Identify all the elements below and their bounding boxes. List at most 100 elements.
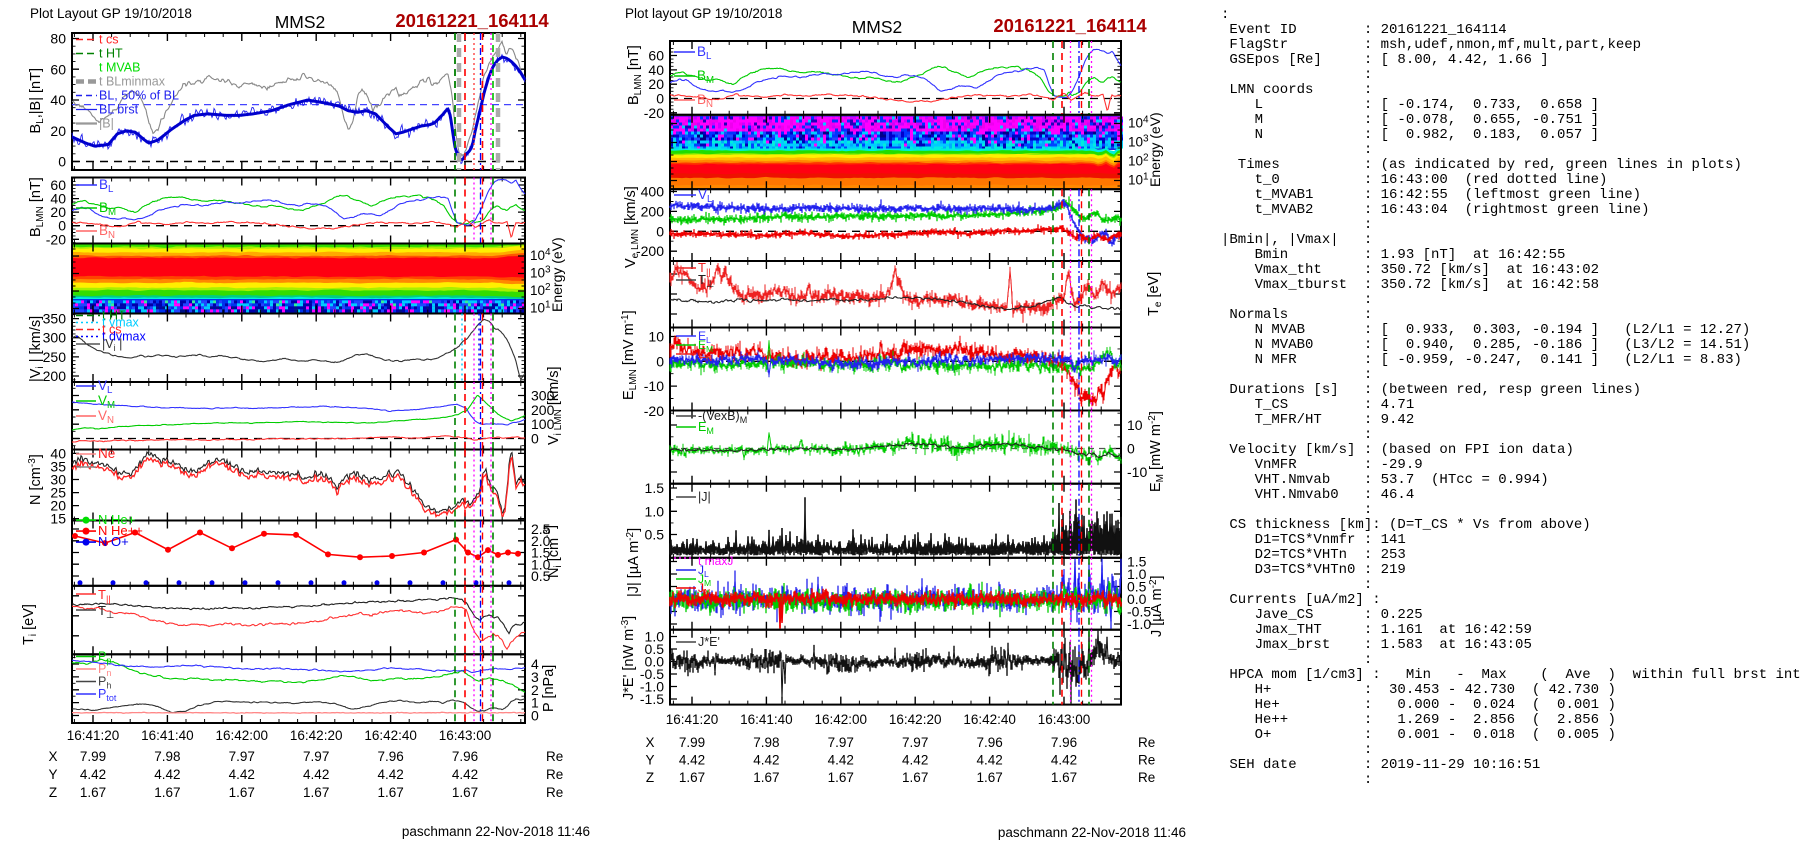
svg-text:60: 60 xyxy=(648,48,664,64)
svg-text:BL: BL xyxy=(697,44,712,62)
svg-text:EN: EN xyxy=(698,347,712,363)
svg-text:BL, 50% of BL: BL, 50% of BL xyxy=(99,89,179,103)
svg-text:-1.0: -1.0 xyxy=(640,679,664,695)
svg-text:X: X xyxy=(645,735,654,750)
svg-text:350: 350 xyxy=(43,311,67,327)
svg-text:-200: -200 xyxy=(636,243,664,259)
svg-text:1.67: 1.67 xyxy=(154,785,180,800)
svg-text:7.97: 7.97 xyxy=(229,749,255,764)
svg-text:0.5: 0.5 xyxy=(531,568,551,584)
svg-text:EL: EL xyxy=(698,329,711,345)
svg-text:4.42: 4.42 xyxy=(902,753,928,768)
svg-text:102: 102 xyxy=(1128,153,1149,169)
svg-text:BM: BM xyxy=(697,68,714,86)
svg-text:Pp: Pp xyxy=(98,650,111,666)
svg-text:P [nPa]: P [nPa] xyxy=(541,665,557,712)
svg-text:J [µA m-2]: J [µA m-2] xyxy=(1148,575,1165,637)
svg-text:1.67: 1.67 xyxy=(303,785,329,800)
svg-text:4.42: 4.42 xyxy=(679,753,705,768)
svg-text:BN: BN xyxy=(697,92,713,110)
svg-text:35: 35 xyxy=(50,458,66,474)
svg-text:40: 40 xyxy=(50,191,66,207)
svg-text:Pn: Pn xyxy=(98,662,111,678)
svg-text:100: 100 xyxy=(531,416,555,432)
svg-text:BLMN [nT]: BLMN [nT] xyxy=(626,45,644,105)
svg-text:T||: T|| xyxy=(698,260,711,277)
svg-text:VN: VN xyxy=(98,408,114,426)
svg-text:Ph: Ph xyxy=(98,675,111,691)
svg-text:Ni [cm-3]: Ni [cm-3] xyxy=(542,525,564,578)
svg-text:2.0: 2.0 xyxy=(531,533,551,549)
svg-text:300: 300 xyxy=(531,388,555,404)
svg-text:Ti [eV]: Ti [eV] xyxy=(21,604,39,645)
svg-text:Re: Re xyxy=(1138,770,1155,785)
svg-text:0: 0 xyxy=(531,431,539,447)
svg-text:-20: -20 xyxy=(46,231,66,247)
svg-text:7.96: 7.96 xyxy=(377,749,403,764)
svg-text:20: 20 xyxy=(50,123,66,139)
svg-text:200: 200 xyxy=(531,402,555,418)
svg-text:0.5: 0.5 xyxy=(1127,579,1147,595)
svg-text:16:42:20: 16:42:20 xyxy=(290,728,343,743)
svg-text:20161221_164114: 20161221_164114 xyxy=(993,15,1147,36)
svg-text:-1.0: -1.0 xyxy=(1127,616,1151,632)
svg-text:N He++: N He++ xyxy=(98,523,143,538)
svg-text:7.96: 7.96 xyxy=(976,735,1002,750)
svg-text:4.42: 4.42 xyxy=(828,753,854,768)
svg-text:J*E' [nW m-3]: J*E' [nW m-3] xyxy=(620,616,637,700)
svg-text:16:42:20: 16:42:20 xyxy=(889,712,942,727)
svg-text:EM: EM xyxy=(698,420,714,436)
svg-text:0: 0 xyxy=(656,91,664,107)
svg-text:t dvmax: t dvmax xyxy=(102,330,147,344)
svg-text:4: 4 xyxy=(531,656,539,672)
svg-text:BM: BM xyxy=(99,200,116,218)
svg-text:Re: Re xyxy=(1138,753,1155,768)
svg-text:7.98: 7.98 xyxy=(753,735,779,750)
svg-text:-0.5: -0.5 xyxy=(1127,604,1151,620)
svg-text:1.67: 1.67 xyxy=(452,785,478,800)
svg-text:1.0: 1.0 xyxy=(645,629,665,645)
svg-text:t cs: t cs xyxy=(99,33,118,47)
svg-text:t HT: t HT xyxy=(99,47,123,61)
svg-text:16:42:00: 16:42:00 xyxy=(216,728,269,743)
svg-text:4.42: 4.42 xyxy=(154,767,180,782)
svg-text:N [cm-3]: N [cm-3] xyxy=(27,454,44,505)
svg-text:VL: VL xyxy=(98,378,113,396)
svg-text:4.42: 4.42 xyxy=(753,753,779,768)
svg-text:4.42: 4.42 xyxy=(229,767,255,782)
svg-text:0: 0 xyxy=(656,353,664,369)
svg-text:1.67: 1.67 xyxy=(679,770,705,785)
svg-text:103: 103 xyxy=(1128,134,1149,150)
svg-text:4.42: 4.42 xyxy=(1051,753,1077,768)
svg-text:BL: BL xyxy=(99,177,114,195)
svg-text:15: 15 xyxy=(50,511,66,527)
svg-text:0.5: 0.5 xyxy=(645,641,665,657)
svg-text:J*E': J*E' xyxy=(698,635,720,649)
svg-text:t BLminmax: t BLminmax xyxy=(99,75,166,89)
svg-text:Z: Z xyxy=(646,770,654,785)
svg-text:-1.5: -1.5 xyxy=(640,691,664,707)
svg-text:250: 250 xyxy=(43,349,67,365)
svg-text:Vi LMN [km/s]: Vi LMN [km/s] xyxy=(546,367,564,446)
svg-text:30: 30 xyxy=(50,472,66,488)
svg-text:Re: Re xyxy=(1138,735,1155,750)
svg-text:7.96: 7.96 xyxy=(452,749,478,764)
svg-text:-20: -20 xyxy=(644,403,664,419)
svg-text:60: 60 xyxy=(50,177,66,193)
svg-text:16:43:00: 16:43:00 xyxy=(1038,712,1091,727)
svg-text:Plot Layout GP 19/10/2018: Plot Layout GP 19/10/2018 xyxy=(30,6,192,21)
svg-text:X: X xyxy=(48,749,57,764)
svg-text:Re: Re xyxy=(546,785,563,800)
svg-text:101: 101 xyxy=(530,300,551,316)
svg-text:1.5: 1.5 xyxy=(531,545,551,561)
svg-text:paschmann 22-Nov-2018 11:46: paschmann 22-Nov-2018 11:46 xyxy=(998,825,1186,840)
svg-text:paschmann 22-Nov-2018 11:46: paschmann 22-Nov-2018 11:46 xyxy=(402,824,590,839)
svg-text:0: 0 xyxy=(1127,441,1135,457)
svg-text:10: 10 xyxy=(1127,417,1143,433)
svg-text:20: 20 xyxy=(50,498,66,514)
svg-text:4.42: 4.42 xyxy=(303,767,329,782)
svg-text:4.42: 4.42 xyxy=(377,767,403,782)
svg-text:MMS2: MMS2 xyxy=(275,12,326,32)
svg-text:102: 102 xyxy=(530,282,551,298)
svg-text:200: 200 xyxy=(641,203,665,219)
